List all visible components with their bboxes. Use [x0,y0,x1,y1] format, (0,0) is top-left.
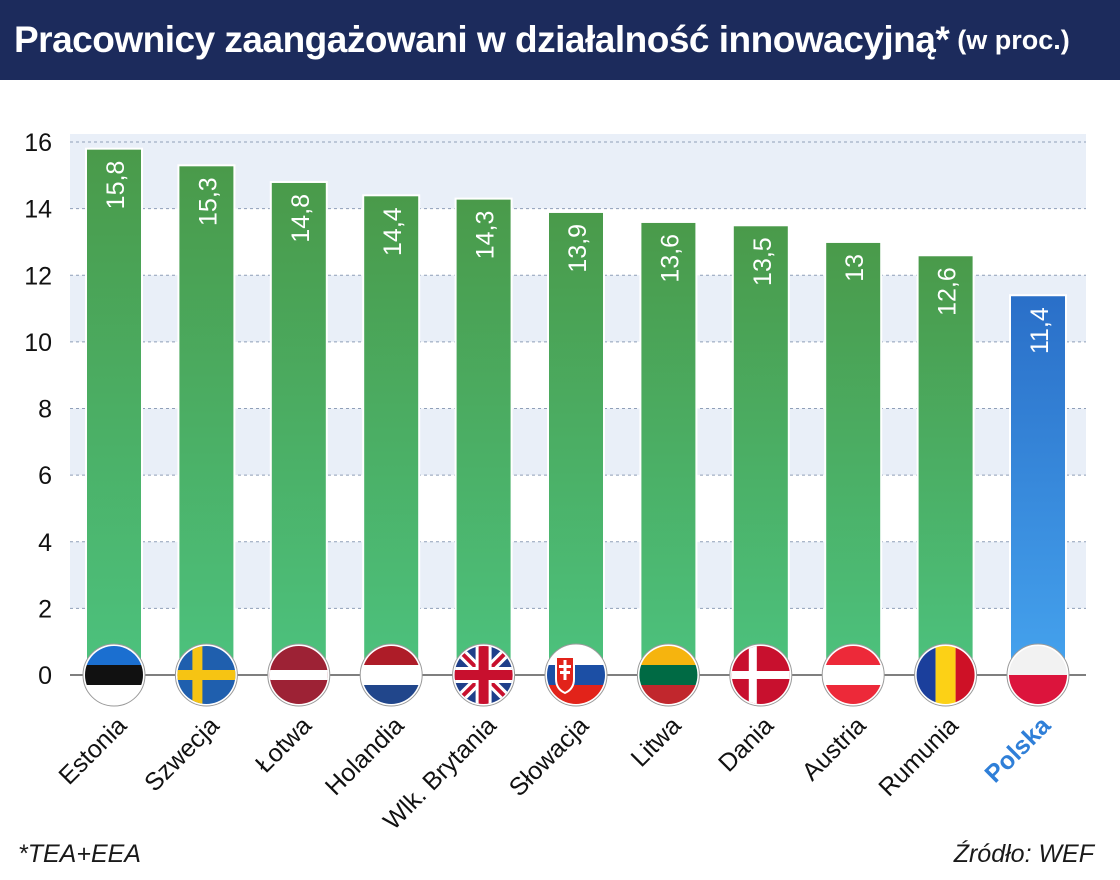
value-label: 12,6 [934,267,962,316]
chart-title: Pracownicy zaangażowani w działalność in… [14,19,950,60]
bar-polska [1009,294,1067,677]
latvia-flag [267,643,331,707]
bar-dania [731,224,790,676]
denmark-flag [729,643,793,707]
x-tick-label: Rumunia [873,711,964,802]
y-axis: 0 2 4 6 8 10 12 14 16 [24,129,52,690]
y-tick-label: 16 [24,129,52,157]
bar--otwa [269,180,328,676]
bars [85,147,1067,677]
grid-band [70,134,1086,142]
value-labels: 15,8 15,3 14,8 14,4 14,3 13,9 13,6 13,5 13 12,6 11… [102,161,1054,354]
netherlands-flag [359,643,423,707]
x-tick-label: Dania [713,711,779,777]
value-label: 13,9 [564,224,592,273]
uk-flag [452,643,516,707]
x-tick-label: Litwa [626,711,687,772]
value-label: 13,6 [656,234,684,283]
x-tick-label: Szwecja [139,711,225,797]
value-label: 14,4 [379,207,407,256]
y-tick-label: 12 [24,262,52,290]
y-tick-label: 8 [38,396,52,424]
austria-flag [821,643,885,707]
bar-s-owacja [547,210,605,677]
value-label: 13 [841,254,869,282]
lithuania-flag [636,643,700,707]
slovakia-flag [544,643,608,707]
x-tick-label: Polska [979,711,1057,789]
title-bar: Pracownicy zaangażowani w działalność in… [0,0,1120,80]
bar-wlk-brytania [454,197,513,676]
value-label: 15,8 [102,161,130,210]
y-tick-label: 10 [24,329,52,357]
bar-litwa [639,220,698,676]
poland-flag [1006,643,1070,707]
value-label: 14,3 [472,211,500,260]
grid-band [70,142,1086,209]
y-tick-label: 14 [24,196,52,224]
bar-szwecja [177,164,236,676]
x-tick-label: Słowacja [504,711,595,802]
y-tick-label: 0 [38,662,52,690]
bar-estonia [85,147,143,677]
value-label: 13,5 [749,237,777,286]
value-label: 11,4 [1026,307,1054,354]
bar-holandia [362,194,421,677]
y-tick-label: 2 [38,595,52,623]
x-tick-label: Łotwa [250,711,317,778]
estonia-flag [82,643,146,707]
value-label: 15,3 [194,177,222,226]
x-tick-label: Holandia [320,711,410,801]
y-tick-label: 4 [38,529,52,557]
x-tick-label: Estonia [53,711,132,790]
bar-rumunia [916,254,975,676]
bar-austria [824,240,883,676]
bar-chart: 0 2 4 6 8 10 12 14 16 15,8 15,3 14,8 14,4 14,3 13,9 13… [24,129,1086,836]
x-tick-label: Austria [797,711,872,786]
footnote: *TEA+EEA [18,840,141,868]
romania-flag [914,643,978,707]
value-label: 14,8 [287,194,315,243]
source-note: Źródło: WEF [953,840,1094,868]
sweden-flag [174,643,238,707]
chart-unit: (w proc.) [957,24,1070,55]
y-tick-label: 6 [38,462,52,490]
flags [82,643,1070,707]
